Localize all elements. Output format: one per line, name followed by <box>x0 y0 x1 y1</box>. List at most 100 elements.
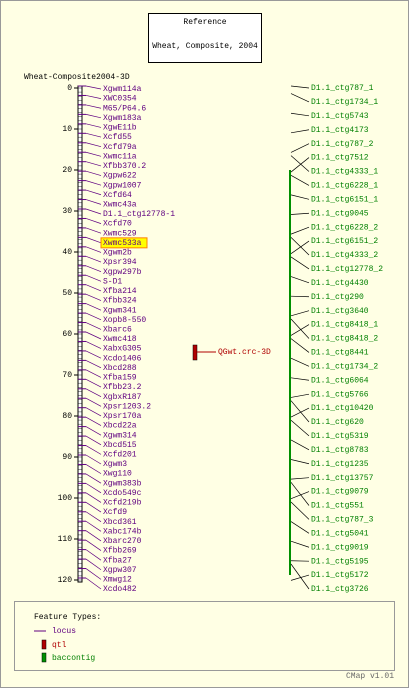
locus-label: Xbcd22a <box>103 422 137 431</box>
locus-label: XWC0354 <box>103 95 137 104</box>
locus-connector <box>85 284 102 292</box>
contig-label: D1.1_ctg3726 <box>311 585 369 594</box>
contig-connector <box>290 459 310 465</box>
locus-highlight <box>100 237 148 249</box>
contig-label: D1.1_ctg6064 <box>311 376 369 385</box>
locus-label: Xgpw297b <box>103 268 142 277</box>
locus-label: XgwE11b <box>103 124 137 133</box>
contig-connector <box>290 85 310 89</box>
locus-connector <box>85 549 102 561</box>
contig-label: D1.1_ctg5041 <box>311 529 369 538</box>
locus-label: Xcfd55 <box>103 133 132 142</box>
locus-connector <box>85 303 102 311</box>
contig-label: D1.1_ctg787_2 <box>311 140 374 149</box>
locus-label: Xfbb370.2 <box>103 162 146 171</box>
contig-label: D1.1_ctg5766 <box>311 390 369 399</box>
locus-connector <box>85 360 102 369</box>
contig-connector <box>290 143 310 153</box>
contig-connector <box>290 93 310 103</box>
contig-label: D1.1_ctg4333_1 <box>311 168 378 177</box>
locus-label: Xbarc270 <box>103 537 142 546</box>
axis-tick-label: 0 <box>67 84 72 93</box>
contig-connector <box>290 477 310 480</box>
legend-contig-swatch <box>41 652 47 663</box>
contig-label: D1.1_ctg9079 <box>311 488 369 497</box>
contig-label: D1.1_ctg290 <box>311 293 364 302</box>
legend-box <box>14 601 395 671</box>
contig-connector <box>290 491 310 500</box>
contig-label: D1.1_ctg5172 <box>311 571 369 580</box>
contig-label: D1.1_ctg787_3 <box>311 516 374 525</box>
contig-connector <box>290 521 310 534</box>
header-title: Reference <box>183 18 226 27</box>
axis-tick-label: 70 <box>62 371 72 380</box>
locus-connector <box>85 454 102 465</box>
locus-connector <box>85 530 102 542</box>
locus-label: Xbarc6 <box>103 325 132 334</box>
locus-connector <box>85 265 102 273</box>
locus-connector <box>85 180 102 186</box>
contig-connector <box>290 407 310 418</box>
axis-tick-label: 100 <box>58 494 73 503</box>
contig-label: D1.1_ctg7512 <box>311 154 369 163</box>
locus-label: Xgwm341 <box>103 306 137 315</box>
contig-connector <box>290 563 310 590</box>
contig-connector <box>290 155 310 172</box>
contig-label: D1.1_ctg12778_2 <box>311 265 383 274</box>
locus-label: Xgpw1007 <box>103 181 142 190</box>
locus-label: Xcfd219b <box>103 499 142 508</box>
locus-connector <box>85 483 102 494</box>
contig-label: D1.1_ctg1734_2 <box>311 362 378 371</box>
locus-label: Xwmc533a <box>103 239 142 248</box>
locus-connector <box>85 341 102 349</box>
locus-connector <box>85 132 102 138</box>
locus-connector <box>85 520 102 532</box>
contig-label: D1.1_ctg6228_2 <box>311 223 378 232</box>
locus-connector <box>85 227 102 234</box>
locus-connector <box>85 142 102 148</box>
locus-label: Xwmc418 <box>103 335 137 344</box>
locus-label: D1.1_ctg12778-1 <box>103 210 175 219</box>
contig-label: D1.1_ctg9045 <box>311 209 369 218</box>
contig-connector <box>290 212 310 215</box>
locus-connector <box>85 464 102 474</box>
contig-label: D1.1_ctg4430 <box>311 279 369 288</box>
locus-label: Xmwg12 <box>103 575 132 584</box>
contig-label: D1.1_ctg10420 <box>311 404 374 413</box>
locus-label: Xcfd64 <box>103 191 132 200</box>
locus-label: Xwg110 <box>103 470 132 479</box>
locus-connector <box>85 246 102 253</box>
contig-connector <box>290 226 310 235</box>
locus-label: Xfbb23.2 <box>103 383 142 392</box>
locus-label: Xbcd288 <box>103 364 137 373</box>
locus-connector <box>85 568 102 580</box>
locus-connector <box>85 199 102 205</box>
contig-connector <box>290 194 310 200</box>
locus-label: Xwmc529 <box>103 229 137 238</box>
locus-connector <box>85 95 102 99</box>
locus-connector <box>85 114 102 119</box>
locus-connector <box>85 170 102 176</box>
contig-label: D1.1_ctg620 <box>311 418 364 427</box>
contig-connector <box>290 157 310 173</box>
contig-label: D1.1_ctg4173 <box>311 126 369 135</box>
locus-connector <box>85 407 102 417</box>
axis-tick-label: 30 <box>62 207 72 216</box>
locus-connector <box>85 218 102 224</box>
locus-connector <box>85 274 102 282</box>
locus-label: Xopb8-550 <box>103 316 146 325</box>
locus-connector <box>85 388 102 398</box>
axis-tick-label: 120 <box>58 576 73 585</box>
locus-label: S-D1 <box>103 277 122 286</box>
legend-item: locus <box>52 627 76 636</box>
locus-label: Xfba159 <box>103 374 137 383</box>
contig-label: D1.1_ctg6151_1 <box>311 195 378 204</box>
locus-label: Xgwm183a <box>103 114 142 123</box>
locus-connector <box>85 293 102 301</box>
locus-connector <box>85 416 102 426</box>
axis-tick-label: 10 <box>62 125 72 134</box>
contig-label: D1.1_ctg1235 <box>311 460 369 469</box>
contig-label: D1.1_ctg8783 <box>311 446 369 455</box>
legend-item: baccontig <box>52 654 95 663</box>
